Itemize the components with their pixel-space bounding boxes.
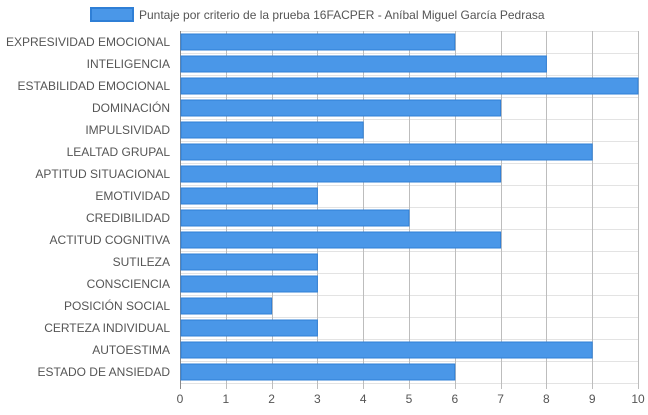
bar[interactable] <box>180 187 318 205</box>
category-label: LEALTAD GRUPAL <box>67 145 171 159</box>
bar[interactable] <box>180 231 502 249</box>
x-tick-label: 5 <box>406 392 413 406</box>
bar[interactable] <box>180 143 593 161</box>
legend-label: Puntaje por criterio de la prueba 16FACP… <box>139 8 545 22</box>
bar[interactable] <box>180 121 364 139</box>
category-labels: EXPRESIVIDAD EMOCIONAL INTELIGENCIA ESTABI… <box>6 35 170 379</box>
bar[interactable] <box>180 363 456 381</box>
x-tick-label: 8 <box>543 392 550 406</box>
bar[interactable] <box>180 297 273 315</box>
category-label: CERTEZA INDIVIDUAL <box>44 321 170 335</box>
legend-swatch <box>90 7 134 22</box>
legend: Puntaje por criterio de la prueba 16FACP… <box>90 7 545 22</box>
x-tick-label: 6 <box>451 392 458 406</box>
category-label: SUTILEZA <box>113 255 170 269</box>
category-label: INTELIGENCIA <box>87 57 170 71</box>
category-label: ESTADO DE ANSIEDAD <box>38 365 171 379</box>
bar[interactable] <box>180 253 318 271</box>
x-tick-label: 0 <box>177 392 184 406</box>
bar[interactable] <box>180 319 318 337</box>
category-label: IMPULSIVIDAD <box>85 123 170 137</box>
category-label: DOMINACIÓN <box>92 100 170 115</box>
category-label: EMOTIVIDAD <box>95 189 170 203</box>
x-tick-label: 4 <box>360 392 367 406</box>
x-tick-label: 10 <box>631 392 645 406</box>
category-label: CONSCIENCIA <box>87 277 170 291</box>
x-tick-labels: 0 1 2 3 4 5 6 7 8 9 10 <box>177 392 645 406</box>
x-tick-label: 7 <box>497 392 504 406</box>
category-label: APTITUD SITUACIONAL <box>35 167 170 181</box>
bar[interactable] <box>180 341 593 359</box>
bar[interactable] <box>180 165 502 183</box>
bar[interactable] <box>180 209 410 227</box>
category-label: ESTABILIDAD EMOCIONAL <box>18 79 171 93</box>
category-label: EXPRESIVIDAD EMOCIONAL <box>6 35 170 49</box>
category-label: CREDIBILIDAD <box>86 211 170 225</box>
bar[interactable] <box>180 77 639 95</box>
category-label: POSICIÓN SOCIAL <box>64 298 170 313</box>
x-tick-label: 1 <box>222 392 229 406</box>
bar[interactable] <box>180 275 318 293</box>
bar[interactable] <box>180 99 502 117</box>
category-label: AUTOESTIMA <box>92 343 170 357</box>
bar[interactable] <box>180 55 547 73</box>
x-tick-label: 9 <box>589 392 596 406</box>
x-tick-label: 3 <box>314 392 321 406</box>
bars <box>180 33 639 381</box>
x-tick-label: 2 <box>268 392 275 406</box>
bar[interactable] <box>180 33 456 51</box>
category-label: ACTITUD COGNITIVA <box>50 233 170 247</box>
